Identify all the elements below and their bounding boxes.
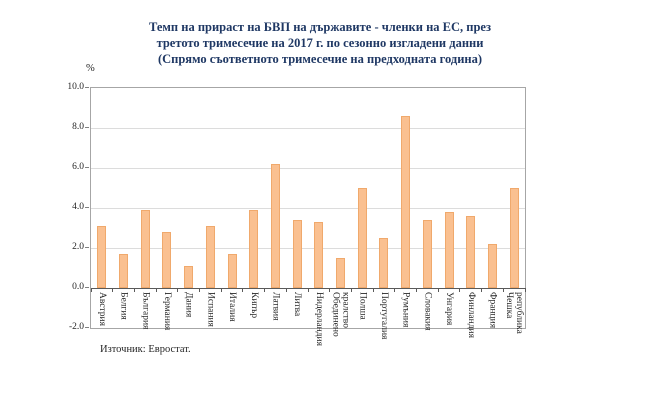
bar <box>162 232 172 288</box>
x-tick-mark <box>329 288 331 292</box>
y-tick-label: 2.0 <box>72 242 84 252</box>
x-tick-mark <box>459 288 461 292</box>
source-note: Източник: Евростат. <box>100 344 191 355</box>
y-tick-label: 4.0 <box>72 202 84 212</box>
y-gridline <box>91 127 525 129</box>
bar <box>270 164 280 288</box>
bar <box>227 254 237 288</box>
y-axis-unit-label: % <box>86 63 95 74</box>
category-label: Кипър <box>248 292 259 319</box>
chart-title-line-3: (Спрямо съответното тримесечие на предхо… <box>157 52 483 66</box>
bar <box>444 212 454 288</box>
bar <box>184 266 194 288</box>
category-label: Нидерландия <box>313 292 324 346</box>
y-tick-mark <box>85 87 89 88</box>
x-tick-mark <box>437 288 439 292</box>
bar <box>466 216 476 288</box>
bar <box>336 258 346 288</box>
x-tick-mark <box>177 288 179 292</box>
y-tick-label: 6.0 <box>72 162 84 172</box>
y-tick-mark <box>85 327 89 328</box>
bar <box>97 226 107 288</box>
category-label: Чешка република <box>504 292 525 334</box>
x-tick-mark <box>502 288 504 292</box>
chart-title: Темп на прираст на БВП на държавите - чл… <box>0 19 640 67</box>
y-tick-mark <box>85 287 89 288</box>
bar <box>357 188 367 288</box>
bar <box>487 244 497 288</box>
bar <box>422 220 432 288</box>
y-tick-mark <box>85 127 89 128</box>
x-tick-mark <box>220 288 222 292</box>
x-tick-mark <box>350 288 352 292</box>
y-tick-mark <box>85 167 89 168</box>
category-label: Унгария <box>444 292 455 326</box>
category-label: Франция <box>487 292 498 329</box>
y-tick-mark <box>85 247 89 248</box>
bar <box>292 220 302 288</box>
x-tick-mark <box>242 288 244 292</box>
category-label: Германия <box>161 292 172 331</box>
bar <box>509 188 519 288</box>
category-label: Белгия <box>118 292 129 320</box>
category-label: Словакия <box>422 292 433 331</box>
category-label: Португалия <box>378 292 389 340</box>
category-label: Италия <box>227 292 238 322</box>
plot-area: Австрия Белгия България Германия Дания Испани… <box>90 87 526 346</box>
x-tick-mark <box>133 288 135 292</box>
category-label: Литва <box>292 292 303 317</box>
x-tick-mark <box>394 288 396 292</box>
x-tick-mark <box>524 288 526 292</box>
category-label: Финландия <box>465 292 476 339</box>
x-tick-mark <box>372 288 374 292</box>
category-label: Дания <box>183 292 194 318</box>
x-tick-mark <box>90 288 92 292</box>
category-label: Румъния <box>400 292 411 328</box>
y-tick-label: 0.0 <box>72 282 84 292</box>
x-tick-mark <box>112 288 114 292</box>
y-gridline <box>91 247 525 249</box>
chart-title-line-2: третото тримесечие на 2017 г. по сезонно… <box>156 36 484 50</box>
bar <box>401 116 411 288</box>
y-tick-label: -2.0 <box>68 322 84 332</box>
category-label: Латвия <box>270 292 281 321</box>
category-label: Обединено кралство <box>330 292 351 337</box>
y-tick-label: 8.0 <box>72 122 84 132</box>
bar <box>314 222 324 288</box>
x-tick-mark <box>199 288 200 292</box>
y-gridline <box>91 167 525 169</box>
x-tick-mark <box>481 288 483 292</box>
y-gridline <box>91 207 525 209</box>
x-tick-mark <box>155 288 157 292</box>
category-label: Австрия <box>96 292 107 326</box>
bar <box>379 238 389 288</box>
x-tick-mark <box>307 288 309 292</box>
category-label: България <box>140 292 151 330</box>
y-tick-mark <box>85 207 89 208</box>
y-tick-label: 10.0 <box>67 82 84 92</box>
category-label: Испания <box>205 292 216 327</box>
bar <box>140 210 150 288</box>
x-tick-mark <box>416 288 417 292</box>
bar <box>119 254 129 288</box>
category-label: Полша <box>357 292 368 320</box>
bar <box>249 210 259 288</box>
x-tick-mark <box>285 288 287 292</box>
bar <box>205 226 215 288</box>
x-tick-mark <box>264 288 266 292</box>
chart-title-line-1: Темп на прираст на БВП на държавите - чл… <box>149 20 491 34</box>
